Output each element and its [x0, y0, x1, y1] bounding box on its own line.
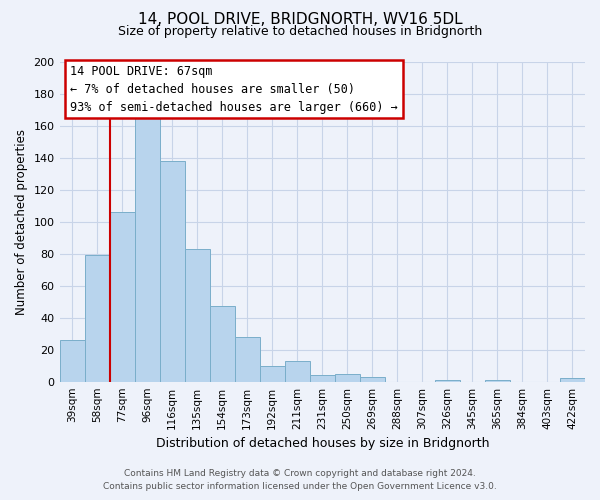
- X-axis label: Distribution of detached houses by size in Bridgnorth: Distribution of detached houses by size …: [155, 437, 489, 450]
- Bar: [235, 337, 260, 382]
- Bar: [110, 212, 134, 382]
- Bar: [85, 255, 110, 382]
- Bar: [185, 249, 209, 382]
- Bar: [59, 340, 85, 382]
- Text: Size of property relative to detached houses in Bridgnorth: Size of property relative to detached ho…: [118, 25, 482, 38]
- Text: Contains HM Land Registry data © Crown copyright and database right 2024.
Contai: Contains HM Land Registry data © Crown c…: [103, 470, 497, 491]
- Bar: [134, 116, 160, 382]
- Bar: [285, 361, 310, 382]
- Bar: [160, 161, 185, 382]
- Bar: [260, 366, 285, 382]
- Text: 14, POOL DRIVE, BRIDGNORTH, WV16 5DL: 14, POOL DRIVE, BRIDGNORTH, WV16 5DL: [137, 12, 463, 28]
- Bar: [209, 306, 235, 382]
- Bar: [435, 380, 460, 382]
- Bar: [335, 374, 360, 382]
- Text: 14 POOL DRIVE: 67sqm
← 7% of detached houses are smaller (50)
93% of semi-detach: 14 POOL DRIVE: 67sqm ← 7% of detached ho…: [70, 64, 398, 114]
- Bar: [485, 380, 510, 382]
- Bar: [310, 376, 335, 382]
- Bar: [360, 377, 385, 382]
- Bar: [560, 378, 585, 382]
- Y-axis label: Number of detached properties: Number of detached properties: [15, 128, 28, 314]
